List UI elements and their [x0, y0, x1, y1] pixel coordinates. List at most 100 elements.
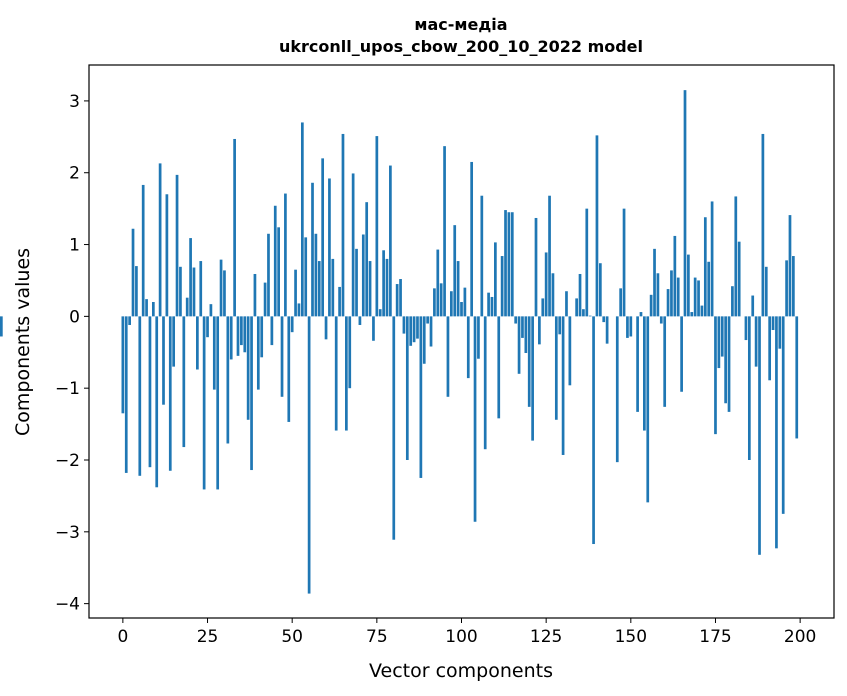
y-tick-label: −4 [55, 595, 80, 615]
y-tick-label: 3 [69, 92, 80, 112]
bar-140 [595, 135, 599, 317]
bar-37 [246, 316, 250, 420]
bar-143 [605, 316, 609, 344]
bar-179 [727, 316, 731, 412]
bar-188 [758, 316, 761, 555]
bar-95 [443, 146, 446, 317]
bar-101 [463, 287, 467, 317]
bar-118 [521, 316, 524, 338]
bar-87 [416, 316, 419, 339]
bar-90 [426, 316, 429, 324]
bar-80 [392, 316, 396, 540]
bar-6 [141, 184, 145, 317]
bar-13 [165, 194, 169, 317]
bar-44 [270, 316, 274, 346]
x-tick-label: 0 [117, 627, 128, 647]
chart-subtitle: ukrconll_upos_cbow_200_10_2022 model [279, 37, 643, 56]
bar-16 [175, 174, 179, 317]
bar-15 [172, 316, 176, 367]
bar-53 [300, 122, 304, 317]
bar-119 [524, 316, 528, 353]
bar-88 [419, 316, 423, 478]
bar-180 [731, 286, 734, 317]
bar-39 [253, 273, 257, 317]
bar-30 [223, 270, 226, 317]
bar-120 [527, 316, 531, 407]
bar-83 [402, 316, 406, 334]
bar-0 [121, 316, 125, 414]
bar-106 [480, 195, 484, 317]
bar-56 [311, 182, 314, 317]
bar-166 [683, 90, 687, 317]
bar-31 [226, 316, 230, 444]
bars-group [0, 90, 799, 594]
bar-170 [697, 280, 700, 317]
bar-51 [294, 269, 297, 317]
x-tick-label: 100 [445, 627, 477, 647]
bar-41 [260, 316, 264, 358]
bar-132 [568, 316, 572, 386]
plot-frame [88, 64, 835, 619]
bar-116 [514, 316, 518, 324]
bar-89 [422, 316, 426, 364]
bar-79 [389, 165, 392, 317]
bar-108 [487, 292, 490, 317]
bar-137 [585, 208, 589, 317]
bar-4 [135, 266, 138, 317]
bar-11 [158, 163, 162, 317]
bar-20 [189, 238, 192, 317]
bar-45 [273, 205, 277, 317]
bar-12 [162, 316, 165, 405]
bar-124 [541, 298, 545, 317]
bar-115 [510, 212, 514, 317]
bar-112 [500, 256, 504, 317]
bar-62 [331, 258, 335, 317]
bar-165 [680, 316, 683, 392]
bar-81 [395, 284, 399, 317]
bar-182 [737, 241, 741, 317]
bar-77 [382, 250, 385, 317]
bar-34 [236, 316, 240, 356]
x-axis-label: Vector components [369, 660, 553, 682]
bar-163 [673, 235, 677, 317]
bar-35 [240, 316, 243, 346]
bar-60 [324, 316, 328, 340]
bar-189 [761, 133, 765, 317]
bar-52 [297, 303, 301, 317]
bar-3 [131, 228, 135, 317]
bar-169 [693, 277, 697, 317]
bar-65 [341, 133, 345, 317]
y-tick-label: 0 [69, 307, 80, 327]
bar-76 [378, 309, 382, 317]
bar-150 [629, 316, 633, 337]
bar-59 [321, 158, 325, 317]
bar-190 [764, 266, 768, 317]
bar-125 [544, 252, 548, 317]
bar-73 [368, 261, 372, 317]
x-tick-label: 50 [281, 627, 303, 647]
bar-147 [619, 288, 623, 317]
bar-129 [558, 316, 562, 335]
bar-32 [229, 316, 233, 360]
bar-100 [460, 302, 463, 317]
bar-122 [534, 217, 538, 317]
bar-128 [554, 316, 558, 420]
bar-103 [470, 161, 474, 317]
bar-33 [233, 138, 236, 317]
bar-177 [720, 316, 724, 357]
bar-126 [548, 195, 551, 317]
bar-66 [345, 316, 348, 431]
y-tick-label: −1 [55, 379, 80, 399]
bar-172 [703, 217, 707, 317]
bar-168 [690, 312, 694, 317]
bar-171 [700, 305, 704, 317]
y-tick-label: −2 [55, 451, 80, 471]
bar-102 [466, 316, 470, 379]
bar-71 [361, 234, 365, 317]
bar-9 [151, 302, 155, 317]
bar-153 [639, 312, 643, 317]
bar-193 [775, 316, 778, 549]
bar-152 [636, 316, 639, 412]
bar-111 [497, 316, 501, 419]
bar-185 [747, 316, 751, 460]
